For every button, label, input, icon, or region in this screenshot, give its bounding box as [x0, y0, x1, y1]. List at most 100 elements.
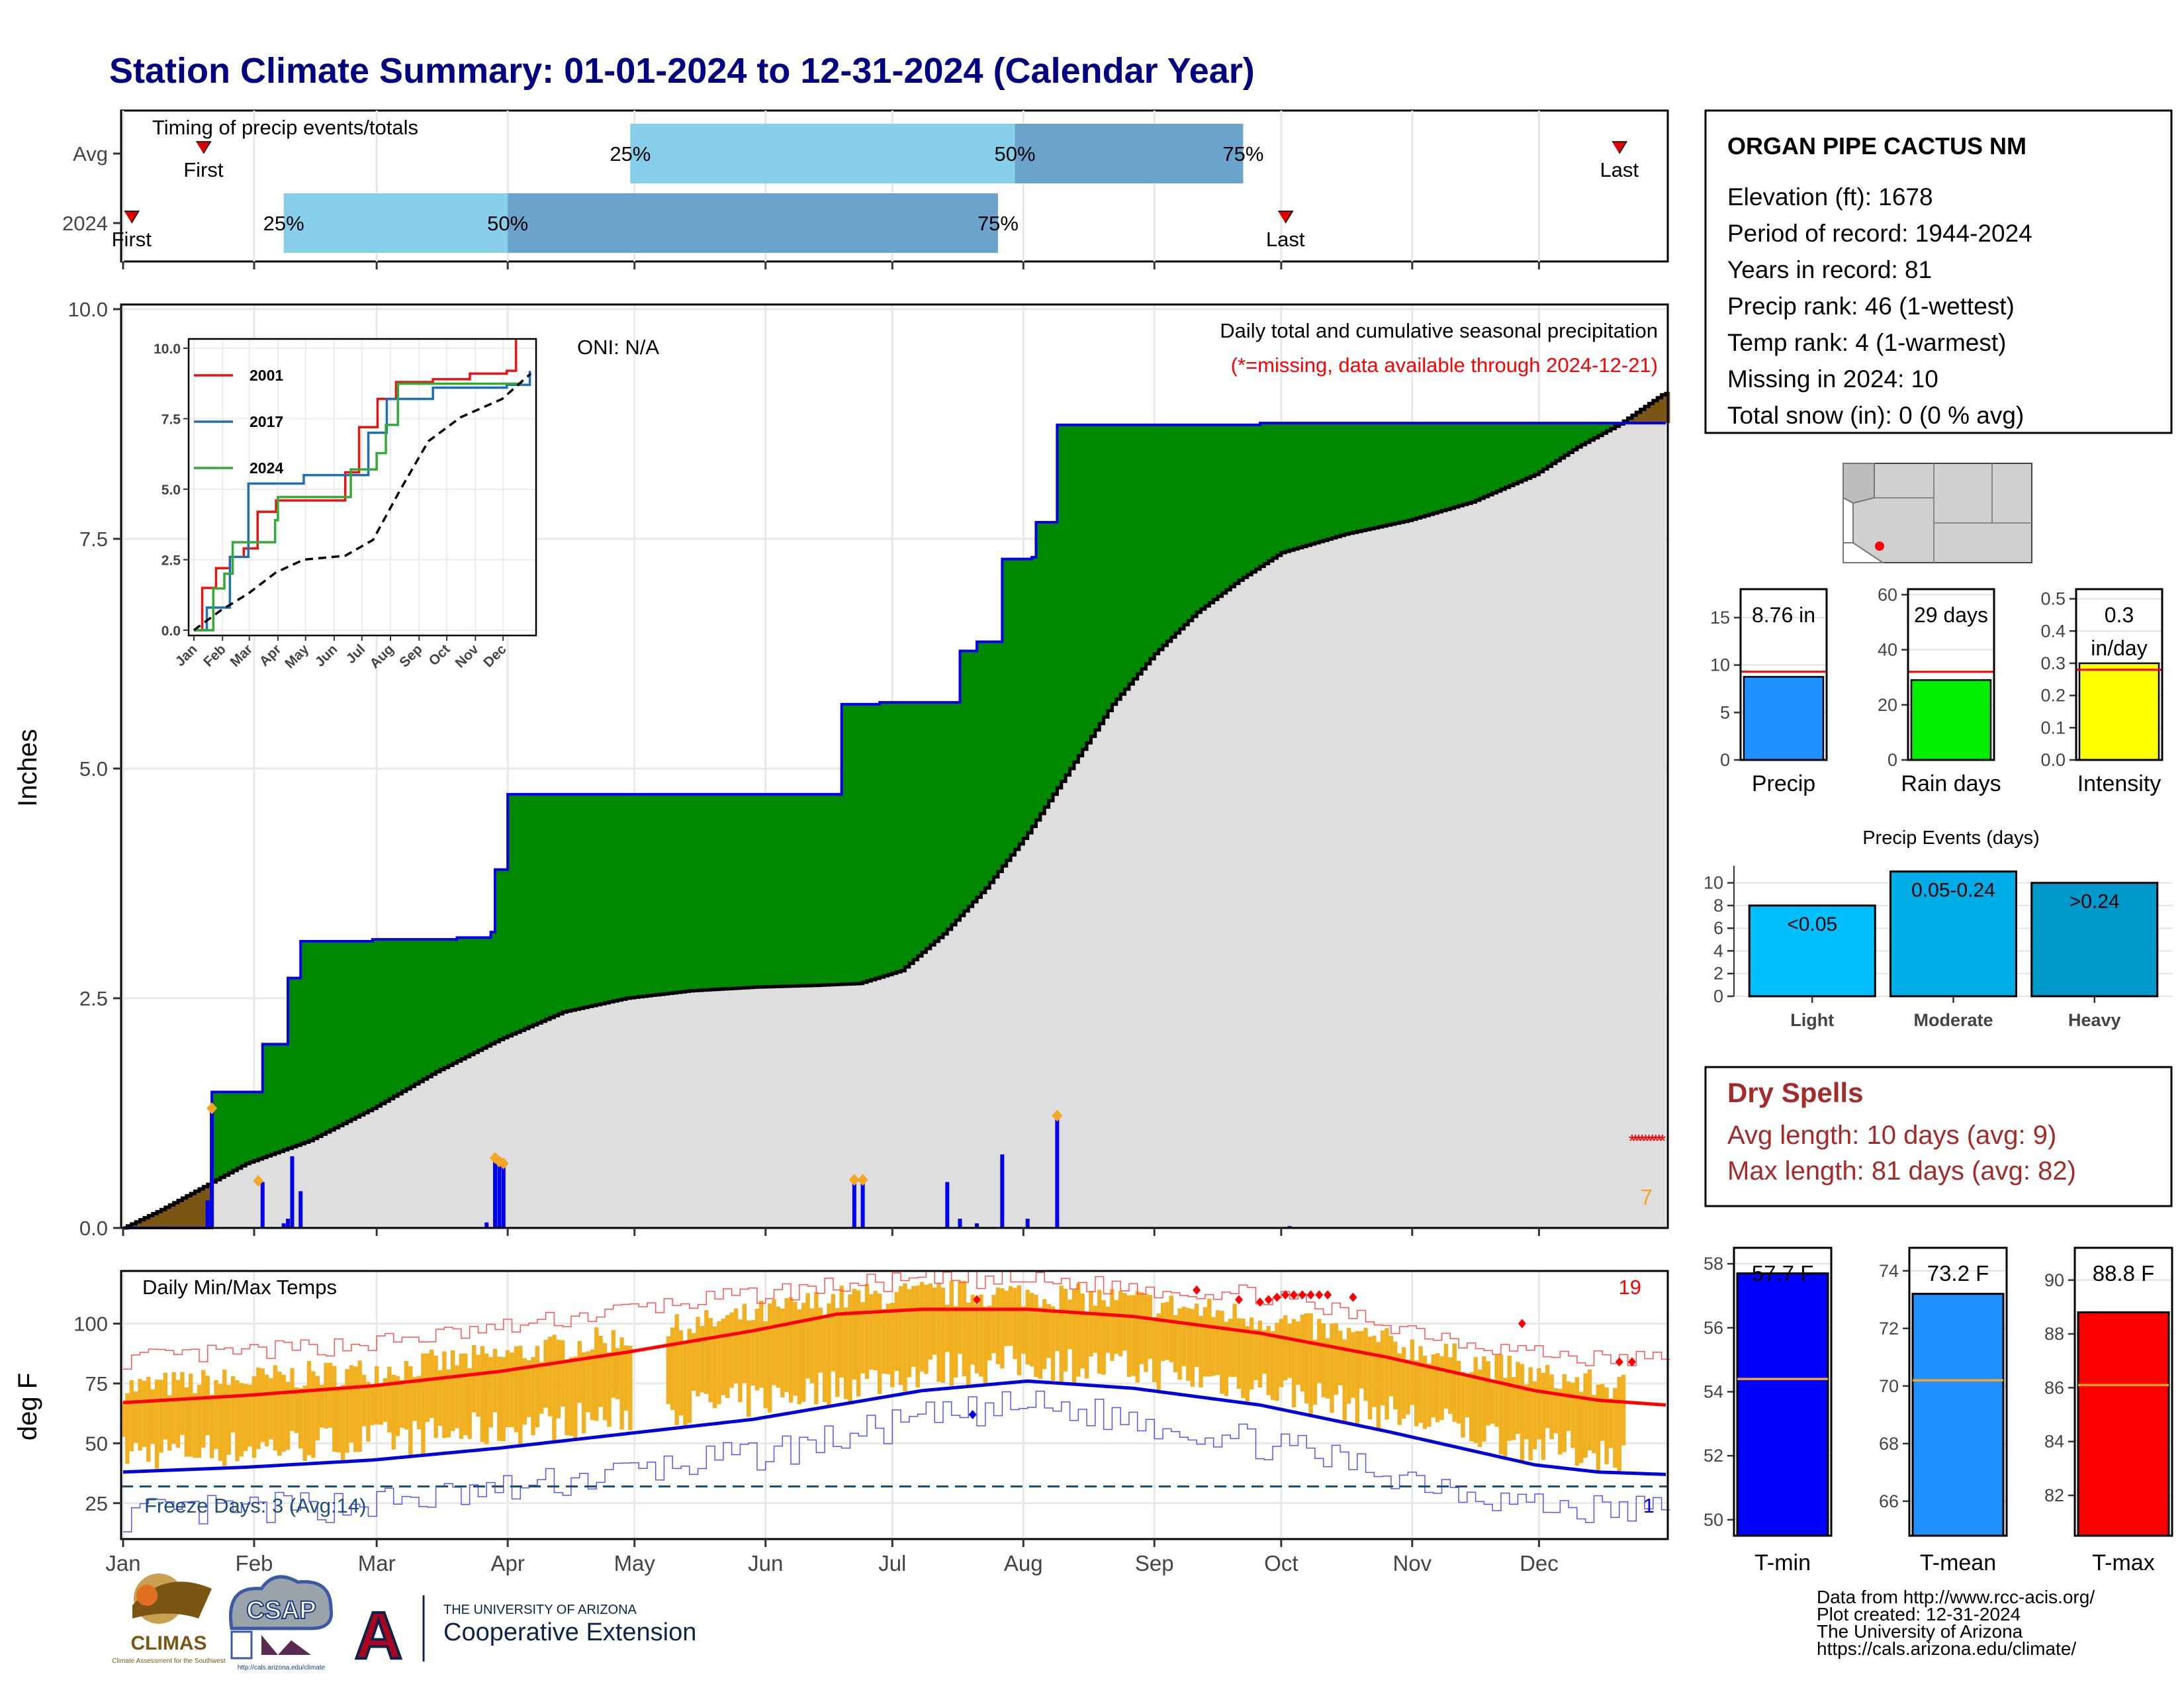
temp-stat-y-tick-label: 74 [1879, 1261, 1899, 1281]
daily-temp-bar [197, 1385, 202, 1458]
record-high-marker [1264, 1295, 1273, 1305]
daily-temp-bar [1355, 1331, 1359, 1424]
daily-temp-bar [822, 1315, 827, 1403]
daily-precip-bar [501, 1163, 506, 1228]
daily-temp-bar [1004, 1290, 1009, 1346]
daily-temp-bar [1068, 1299, 1072, 1350]
daily-temp-bar [776, 1306, 781, 1388]
daily-temp-bar [915, 1285, 920, 1387]
daily-temp-bar [395, 1376, 400, 1436]
record-high-marker [1193, 1285, 1201, 1295]
temp-stat-y-tick-label: 84 [2044, 1432, 2064, 1452]
daily-temp-bar [1473, 1357, 1478, 1443]
daily-temp-bar [290, 1368, 295, 1431]
daily-temp-bar [1482, 1356, 1486, 1442]
daily-temp-bar [1532, 1381, 1537, 1450]
daily-temp-bar [1131, 1295, 1136, 1376]
daily-temp-bar [180, 1372, 185, 1435]
timing-marker-label: Last [1600, 158, 1639, 181]
daily-precip-bar [281, 1223, 286, 1228]
stat-value-label: 0.3 [2105, 603, 2134, 627]
daily-temp-bar [214, 1380, 218, 1449]
station-name: ORGAN PIPE CACTUS NM [1727, 132, 2026, 160]
daily-temp-bar [294, 1387, 299, 1433]
daily-temp-bar [890, 1303, 895, 1387]
events-y-tick-label: 8 [1713, 896, 1723, 915]
daily-temp-bar [387, 1366, 392, 1432]
daily-precip-marker [498, 1157, 509, 1170]
daily-temp-bar [1275, 1323, 1279, 1401]
station-info-line: Period of record: 1944-2024 [1727, 220, 2032, 247]
timing-quantile-label: 25% [263, 212, 304, 235]
temp-stat-t-mean: 66 68 70 72 74 73.2 F T-mean [1879, 1246, 2008, 1575]
daily-temp-bar [349, 1365, 354, 1443]
daily-temp-bar [281, 1374, 286, 1452]
daily-temp-bar [1422, 1355, 1428, 1429]
daily-temp-bar [1494, 1354, 1499, 1427]
events-title: Precip Events (days) [1862, 827, 2040, 849]
temp-stat-y-tick-label: 82 [2044, 1485, 2064, 1505]
daily-temp-bar [1537, 1368, 1541, 1440]
timing-q25-q50-bar [283, 193, 508, 253]
missing-day-marker: * [1645, 1131, 1653, 1151]
precip-panel: ********** ONI: N/A Daily total and cumu… [13, 298, 1670, 1240]
daily-temp-bar [1084, 1311, 1089, 1379]
stat-y-tick-label: 15 [1710, 608, 1730, 628]
daily-temp-bar [577, 1340, 582, 1403]
daily-temp-bar [852, 1288, 857, 1380]
daily-temp-bar [894, 1291, 899, 1371]
timing-quantile-label: 75% [978, 212, 1019, 235]
temp-stat-y-tick-label: 90 [2044, 1270, 2064, 1290]
temp-stat-y-tick-label: 52 [1704, 1446, 1723, 1466]
daily-temp-bar [505, 1350, 510, 1427]
ua-small-text: THE UNIVERSITY OF ARIZONA [443, 1603, 637, 1617]
events-bar-range: >0.24 [2070, 891, 2120, 913]
daily-temp-bar [391, 1374, 396, 1450]
daily-temp-bar [666, 1336, 671, 1405]
daily-temp-bar [543, 1340, 548, 1408]
daily-temp-bar [442, 1351, 447, 1438]
temp-stat-value-bar [2077, 1311, 2170, 1537]
daily-temp-bar [843, 1307, 848, 1399]
daily-temp-bar [184, 1387, 189, 1457]
daily-temp-bar [1385, 1328, 1389, 1420]
daily-temp-bar [759, 1300, 764, 1388]
daily-temp-bar [1126, 1295, 1132, 1378]
daily-temp-bar [1046, 1303, 1051, 1358]
daily-temp-bar [1596, 1384, 1601, 1472]
record-high-marker [1627, 1357, 1636, 1367]
daily-temp-bar [1089, 1291, 1093, 1357]
missing-day-marker: * [1652, 1131, 1659, 1151]
inset-y-tick-label: 0.0 [161, 624, 181, 639]
daily-temp-bar [924, 1284, 929, 1374]
month-label: Jun [748, 1551, 783, 1575]
daily-temp-bar [383, 1378, 388, 1422]
stat-y-tick-label: 5 [1720, 702, 1730, 722]
daily-temp-bar [1465, 1373, 1470, 1418]
dry-spells-box: Dry Spells Avg length: 10 days (avg: 9) … [1704, 1066, 2173, 1207]
daily-temp-bar [1236, 1318, 1242, 1389]
daily-temp-bar [366, 1382, 371, 1442]
daily-temp-bar [1114, 1299, 1118, 1354]
missing-day-marker: * [1659, 1131, 1666, 1151]
daily-temp-bar [269, 1378, 273, 1440]
daily-temp-bar [962, 1280, 967, 1376]
daily-temp-bar [974, 1304, 979, 1374]
daily-temp-bar [704, 1310, 709, 1394]
daily-temp-bar [1516, 1362, 1520, 1434]
daily-temp-bar [1224, 1321, 1229, 1396]
daily-temp-bar [535, 1346, 540, 1428]
stat-y-tick-label: 60 [1878, 585, 1897, 604]
daily-temp-bar [425, 1353, 430, 1422]
daily-temp-bar [218, 1383, 223, 1461]
daily-temp-bar [302, 1385, 307, 1461]
daily-temp-bar [133, 1391, 138, 1443]
temp-stat-y-tick-label: 86 [2044, 1378, 2064, 1397]
daily-temp-bar [1545, 1364, 1550, 1429]
record-max-line [123, 1270, 1670, 1370]
daily-temp-bar [907, 1289, 912, 1378]
daily-temp-bar [953, 1306, 958, 1378]
missing-day-marker: * [1639, 1131, 1646, 1151]
